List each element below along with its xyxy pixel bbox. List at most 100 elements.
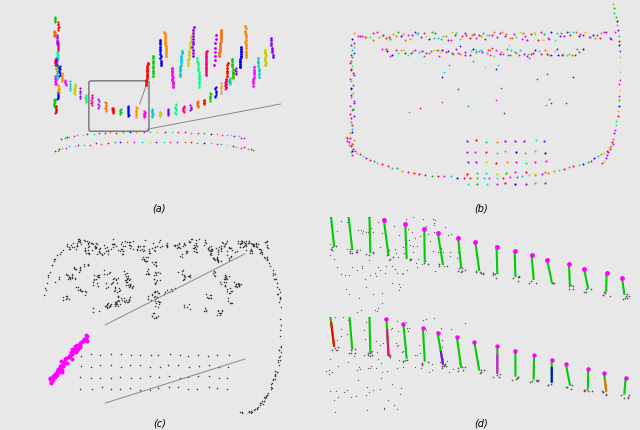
Point: [346, 114, 356, 121]
Point: [228, 73, 238, 80]
Point: [476, 270, 486, 277]
Point: [568, 73, 579, 80]
Point: [404, 237, 414, 244]
Point: [221, 275, 231, 282]
Point: [377, 46, 387, 53]
Point: [91, 244, 101, 251]
Point: [117, 251, 127, 258]
Point: [453, 234, 463, 241]
Point: [168, 242, 179, 249]
Point: [193, 104, 203, 111]
Point: [376, 359, 387, 366]
Point: [448, 51, 458, 58]
Point: [50, 278, 60, 285]
Point: [372, 308, 382, 315]
Point: [93, 272, 104, 279]
Point: [140, 109, 150, 116]
Point: [536, 50, 546, 57]
Point: [530, 148, 540, 155]
Point: [262, 391, 273, 398]
Point: [172, 241, 182, 248]
Point: [440, 361, 450, 368]
Point: [223, 290, 234, 297]
Point: [125, 281, 135, 288]
Point: [543, 35, 553, 42]
Point: [54, 72, 65, 79]
Point: [404, 324, 414, 331]
Point: [182, 386, 193, 393]
Point: [346, 346, 356, 353]
Point: [605, 292, 616, 299]
Point: [192, 242, 202, 249]
Point: [234, 281, 244, 288]
Point: [470, 46, 481, 53]
Point: [346, 51, 356, 58]
Point: [437, 47, 447, 54]
Point: [120, 237, 130, 244]
Point: [527, 252, 537, 259]
Point: [269, 276, 279, 283]
Point: [50, 76, 60, 83]
Point: [552, 30, 563, 37]
Point: [532, 37, 543, 43]
Point: [171, 107, 181, 114]
Point: [174, 244, 184, 251]
Point: [344, 307, 354, 314]
Point: [223, 255, 234, 261]
Point: [275, 289, 285, 295]
Point: [623, 293, 634, 300]
Point: [453, 248, 463, 255]
Point: [84, 243, 94, 249]
Point: [52, 75, 62, 82]
Point: [81, 98, 91, 105]
Point: [215, 309, 225, 316]
Point: [147, 110, 157, 117]
Point: [50, 78, 60, 85]
Point: [170, 241, 180, 248]
Point: [214, 244, 224, 251]
Point: [577, 46, 588, 52]
Point: [480, 36, 490, 43]
Point: [216, 245, 226, 252]
Point: [122, 270, 132, 276]
Point: [124, 298, 134, 305]
Point: [131, 109, 141, 116]
Point: [179, 241, 189, 248]
Point: [554, 167, 564, 174]
Point: [437, 337, 447, 344]
Point: [391, 340, 401, 347]
Point: [225, 81, 235, 88]
Point: [230, 283, 240, 289]
Point: [347, 147, 357, 154]
Point: [231, 144, 241, 150]
Point: [225, 77, 235, 83]
Point: [600, 29, 611, 36]
Point: [244, 408, 254, 415]
Point: [522, 37, 532, 43]
Point: [63, 275, 73, 282]
Point: [178, 105, 188, 112]
Point: [613, 108, 623, 115]
Point: [419, 30, 429, 37]
Point: [511, 34, 521, 40]
Point: [229, 132, 239, 139]
Point: [49, 17, 60, 24]
Point: [143, 270, 154, 276]
Text: (d): (d): [474, 418, 488, 429]
Point: [472, 181, 483, 188]
Point: [157, 242, 167, 249]
Point: [170, 103, 180, 110]
Point: [116, 109, 126, 116]
Point: [106, 375, 116, 381]
Point: [132, 243, 143, 250]
Point: [543, 381, 553, 388]
Point: [548, 280, 559, 287]
Point: [437, 343, 447, 350]
Point: [88, 131, 99, 138]
Point: [86, 92, 97, 98]
Point: [64, 133, 74, 140]
Point: [54, 84, 64, 91]
Point: [384, 34, 394, 41]
Point: [616, 53, 626, 60]
Point: [272, 291, 282, 298]
